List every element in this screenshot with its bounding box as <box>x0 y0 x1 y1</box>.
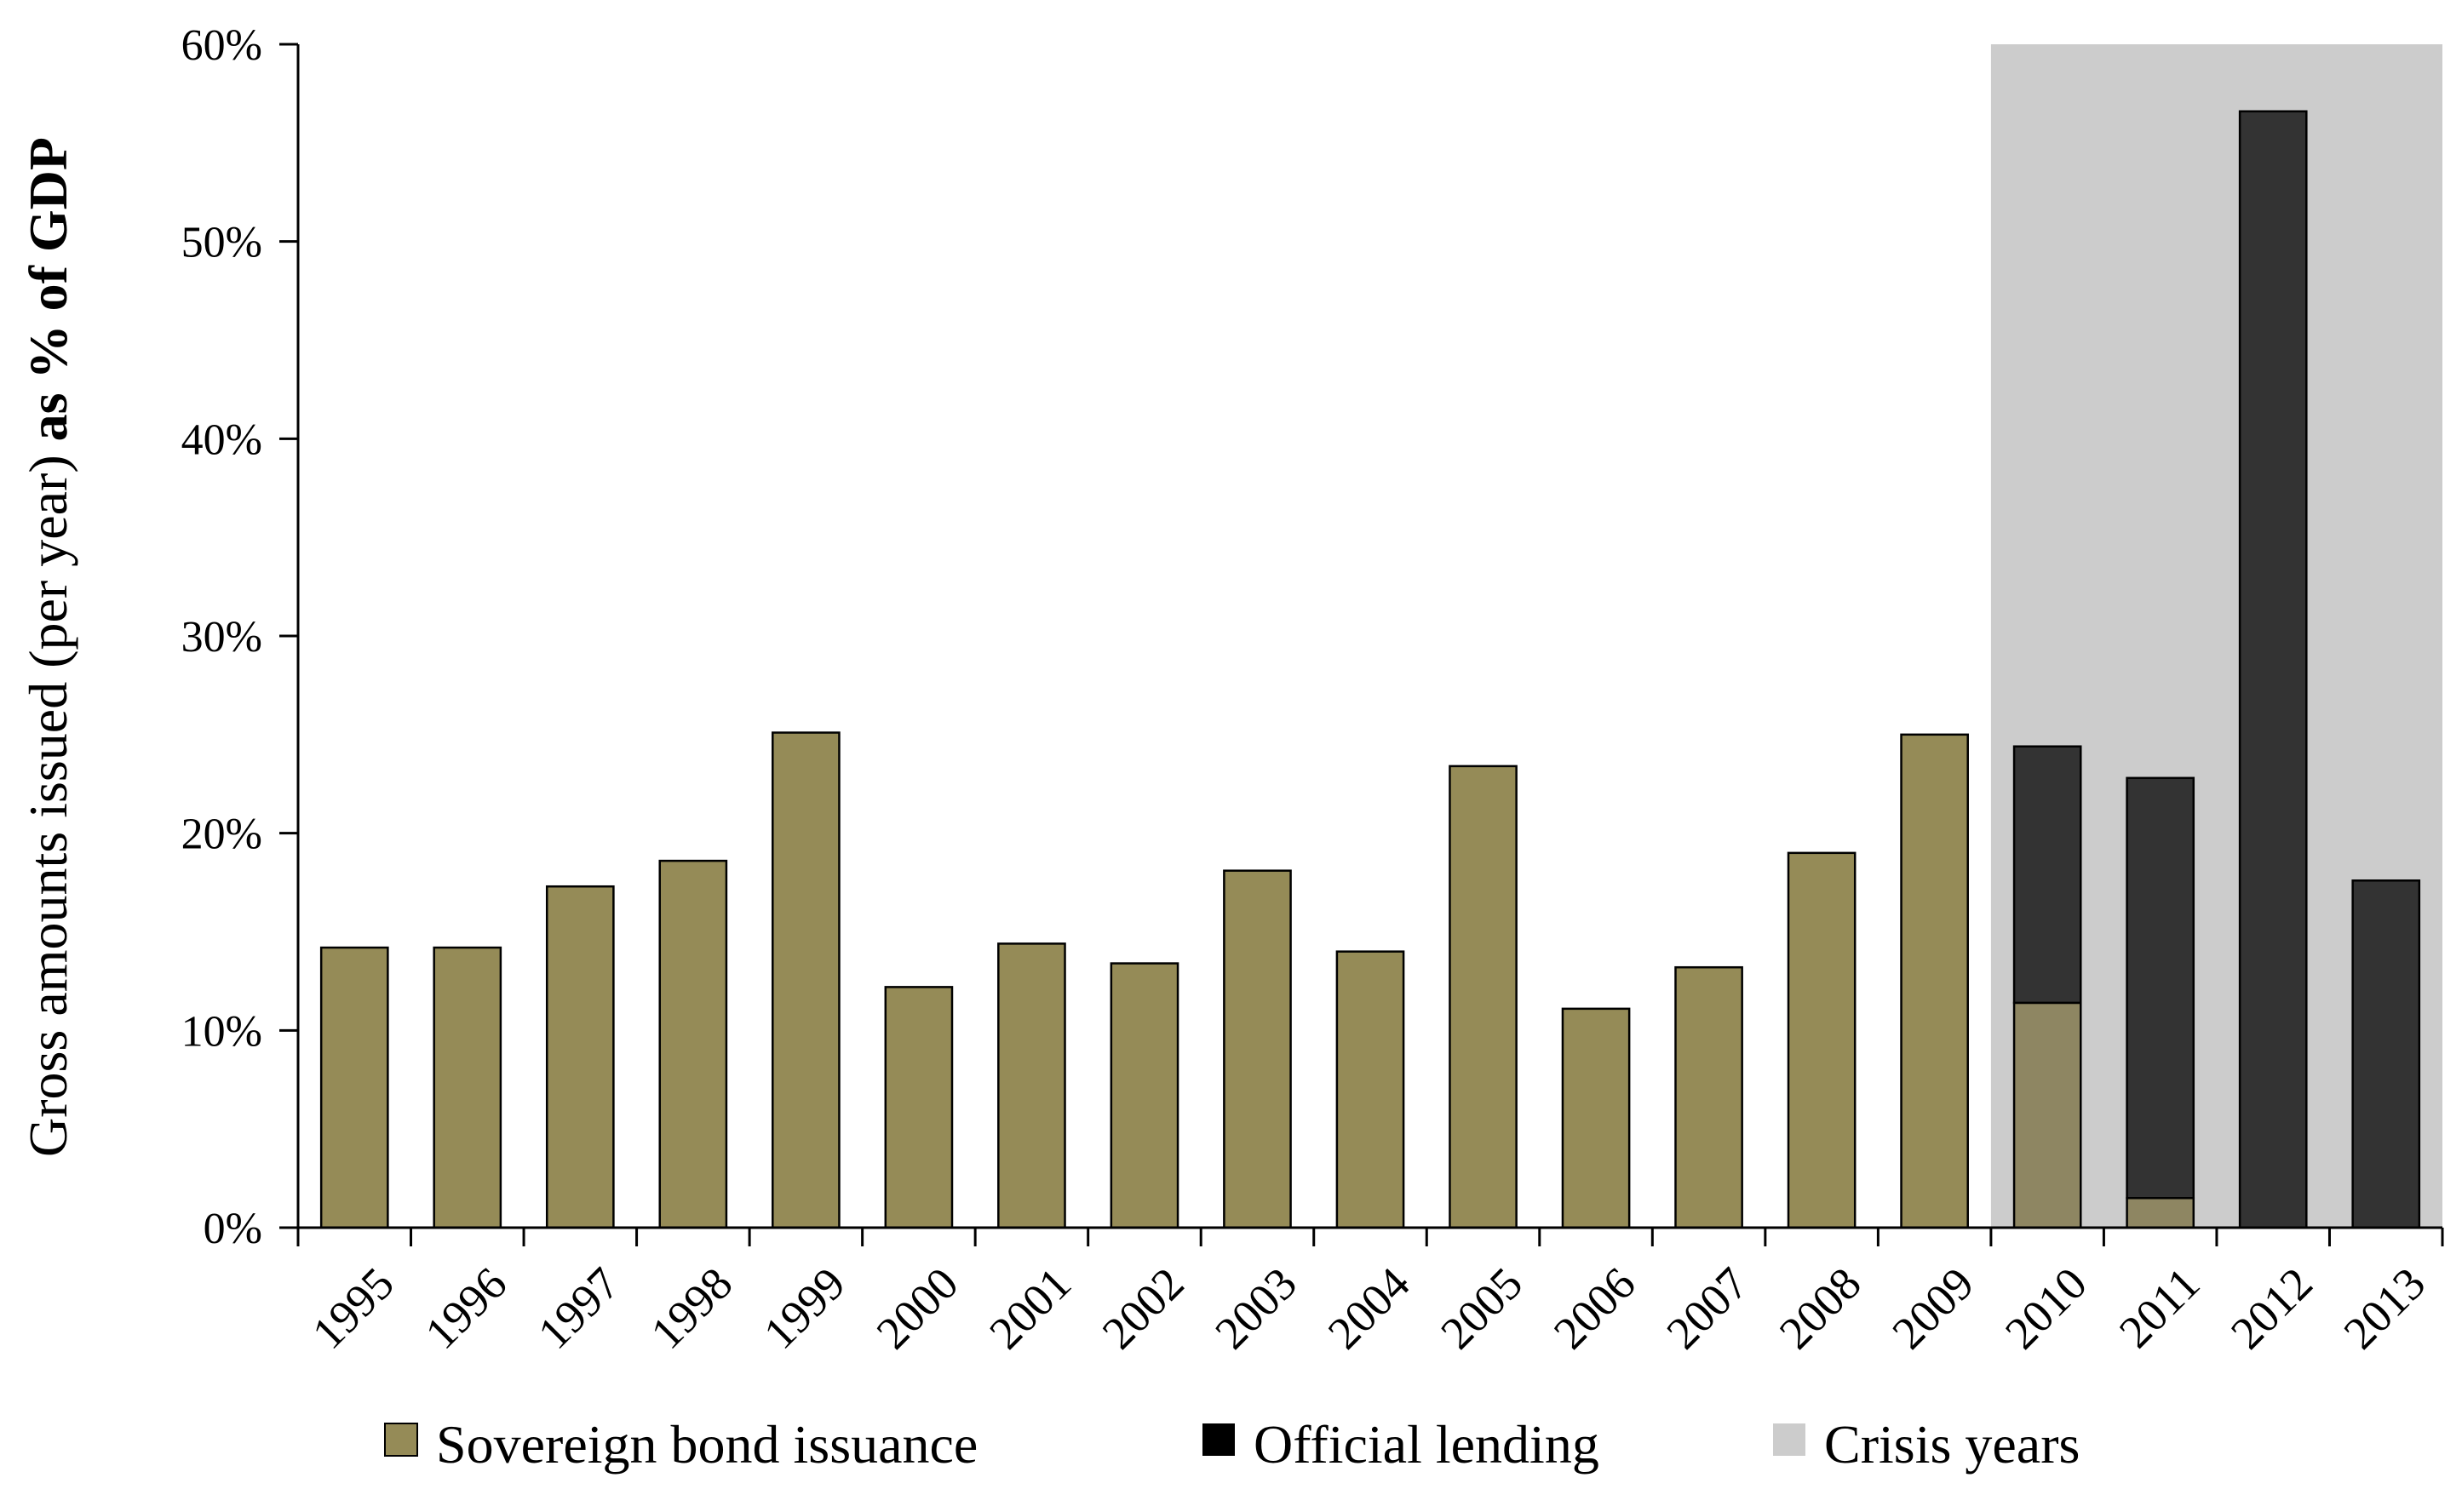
bar-bond-issuance-2010 <box>2012 1001 2082 1229</box>
bar-bond-issuance-1999 <box>772 731 841 1229</box>
bar-bond-issuance-2001 <box>997 942 1066 1229</box>
y-tick-label: 40% <box>181 415 262 464</box>
x-tick-label-1997: 1997 <box>528 1257 629 1359</box>
bar-bond-issuance-2011 <box>2126 1197 2195 1229</box>
x-axis: 1995 1996 1997 1998 1999 2000 2001 2002 2003 2004… <box>296 1226 2444 1359</box>
legend-bond-issuance-label: Sovereign bond issuance <box>436 1414 978 1475</box>
y-tick-label: 10% <box>181 1007 262 1056</box>
x-tick-label-2013: 2013 <box>2334 1257 2436 1359</box>
bar-bond-issuance-2006 <box>1561 1007 1631 1229</box>
x-tick-label-1999: 1999 <box>754 1257 855 1359</box>
plot-area <box>319 44 2442 1229</box>
x-tick-label-2008: 2008 <box>1770 1257 1871 1359</box>
y-tick-label: 20% <box>181 810 262 859</box>
bar-bond-issuance-2007 <box>1674 965 1743 1229</box>
bar-bond-issuance-1997 <box>545 885 615 1229</box>
y-axis-label-bold: as % of GDP <box>18 137 78 441</box>
bar-bond-issuance-2005 <box>1449 765 1518 1229</box>
x-tick-label-2009: 2009 <box>1882 1257 1983 1359</box>
x-tick-label-2004: 2004 <box>1318 1257 1420 1359</box>
bar-bond-issuance-2000 <box>884 986 954 1229</box>
bar-official-lending-2013 <box>2351 879 2421 1229</box>
legend-official-lending-swatch <box>1202 1423 1235 1456</box>
x-tick-label-1996: 1996 <box>416 1257 517 1359</box>
x-tick-label-2001: 2001 <box>979 1257 1081 1359</box>
bar-bond-issuance-1995 <box>319 946 389 1229</box>
legend-bond-issuance: Sovereign bond issuance <box>384 1414 978 1475</box>
x-tick-label-2011: 2011 <box>2109 1257 2209 1357</box>
y-axis-label-regular: Gross amounts issued (per year) <box>18 441 78 1157</box>
bar-official-lending-2010 <box>2012 745 2082 1005</box>
y-tick-label: 50% <box>181 219 262 267</box>
x-tick-label-2012: 2012 <box>2221 1257 2322 1359</box>
legend-crisis-years-swatch <box>1773 1423 1805 1456</box>
x-tick-label-2002: 2002 <box>1093 1257 1194 1359</box>
bar-bond-issuance-2008 <box>1787 851 1857 1229</box>
bar-bond-issuance-2003 <box>1223 869 1292 1229</box>
bar-bond-issuance-2002 <box>1110 962 1179 1229</box>
x-tick-label-2007: 2007 <box>1656 1257 1758 1359</box>
x-tick-label-2010: 2010 <box>1995 1257 2097 1359</box>
legend-crisis-years-label: Crisis years <box>1824 1414 2080 1475</box>
bar-bond-issuance-2004 <box>1335 950 1405 1229</box>
y-axis: 0% 10% 20% 30% 40% 50% 60% <box>181 21 300 1253</box>
legend-official-lending-label: Official lending <box>1254 1414 1599 1475</box>
y-tick-label: 30% <box>181 613 262 662</box>
bar-official-lending-2012 <box>2238 110 2308 1229</box>
bar-bond-issuance-2009 <box>1900 733 1969 1229</box>
y-tick-label: 60% <box>181 21 262 70</box>
x-tick-label-2003: 2003 <box>1205 1257 1306 1359</box>
bar-bond-issuance-1998 <box>658 859 728 1229</box>
y-tick-label: 0% <box>204 1205 262 1253</box>
bar-official-lending-2011 <box>2126 776 2195 1200</box>
legend-official-lending: Official lending <box>1202 1414 1599 1475</box>
x-tick-label-2006: 2006 <box>1544 1257 1645 1359</box>
x-tick-label-1998: 1998 <box>641 1257 743 1359</box>
y-axis-label: Gross amounts issued (per year) as % of … <box>18 137 78 1157</box>
legend-bond-issuance-swatch <box>384 1423 418 1457</box>
bar-bond-issuance-1996 <box>433 946 502 1229</box>
x-tick-label-2005: 2005 <box>1431 1257 1532 1359</box>
legend: Sovereign bond issuance Official lending C… <box>384 1414 2080 1475</box>
x-tick-label-2000: 2000 <box>867 1257 968 1359</box>
x-tick-label-1995: 1995 <box>302 1257 404 1359</box>
legend-crisis-years: Crisis years <box>1773 1414 2080 1475</box>
